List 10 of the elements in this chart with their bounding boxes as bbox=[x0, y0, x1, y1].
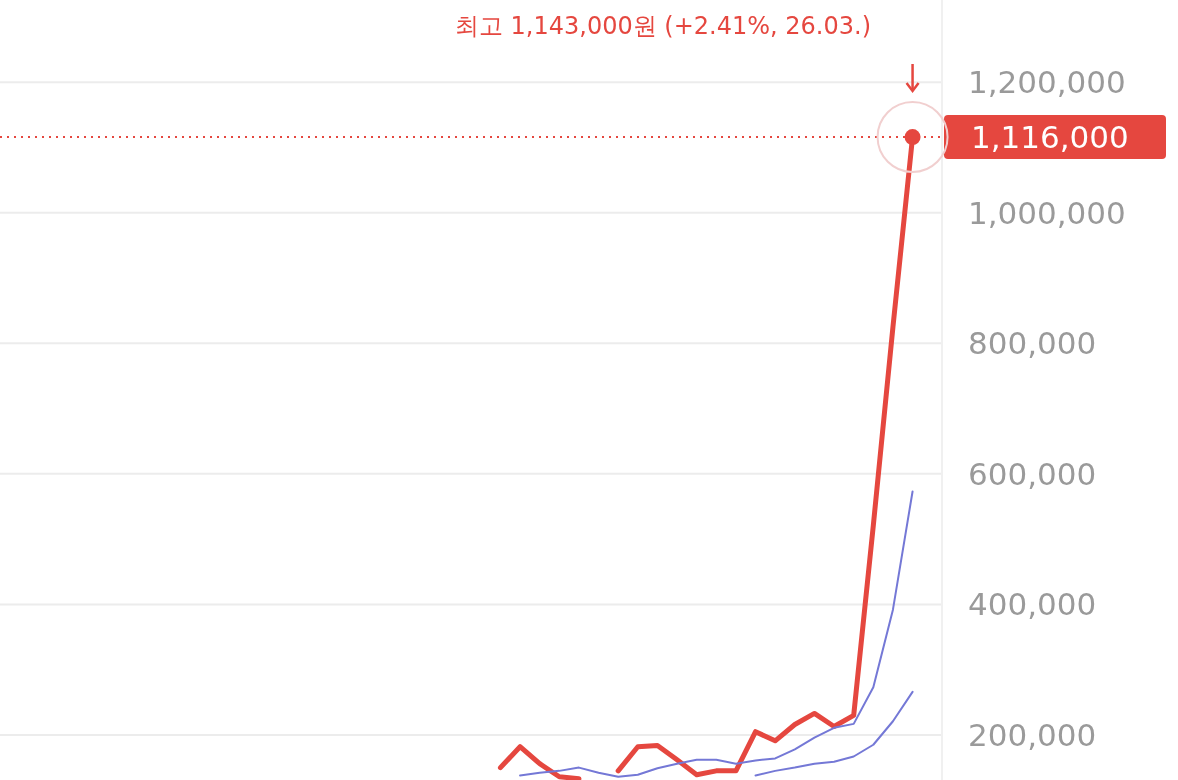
line-series bbox=[754, 690, 914, 777]
y-tick-label: 800,000 bbox=[968, 325, 1097, 362]
y-tick-label: 200,000 bbox=[968, 716, 1097, 753]
y-tick-label: 400,000 bbox=[968, 586, 1097, 623]
y-tick-label: 1,200,000 bbox=[968, 64, 1126, 101]
y-tick-label: 1,000,000 bbox=[968, 194, 1126, 231]
line-series bbox=[519, 490, 914, 778]
ref-line-label: 1,116,000 bbox=[971, 118, 1129, 155]
y-tick-label: 600,000 bbox=[968, 455, 1097, 492]
annotation: 최고 1,143,000원 (+2.41%, 26.03.) bbox=[454, 12, 872, 40]
